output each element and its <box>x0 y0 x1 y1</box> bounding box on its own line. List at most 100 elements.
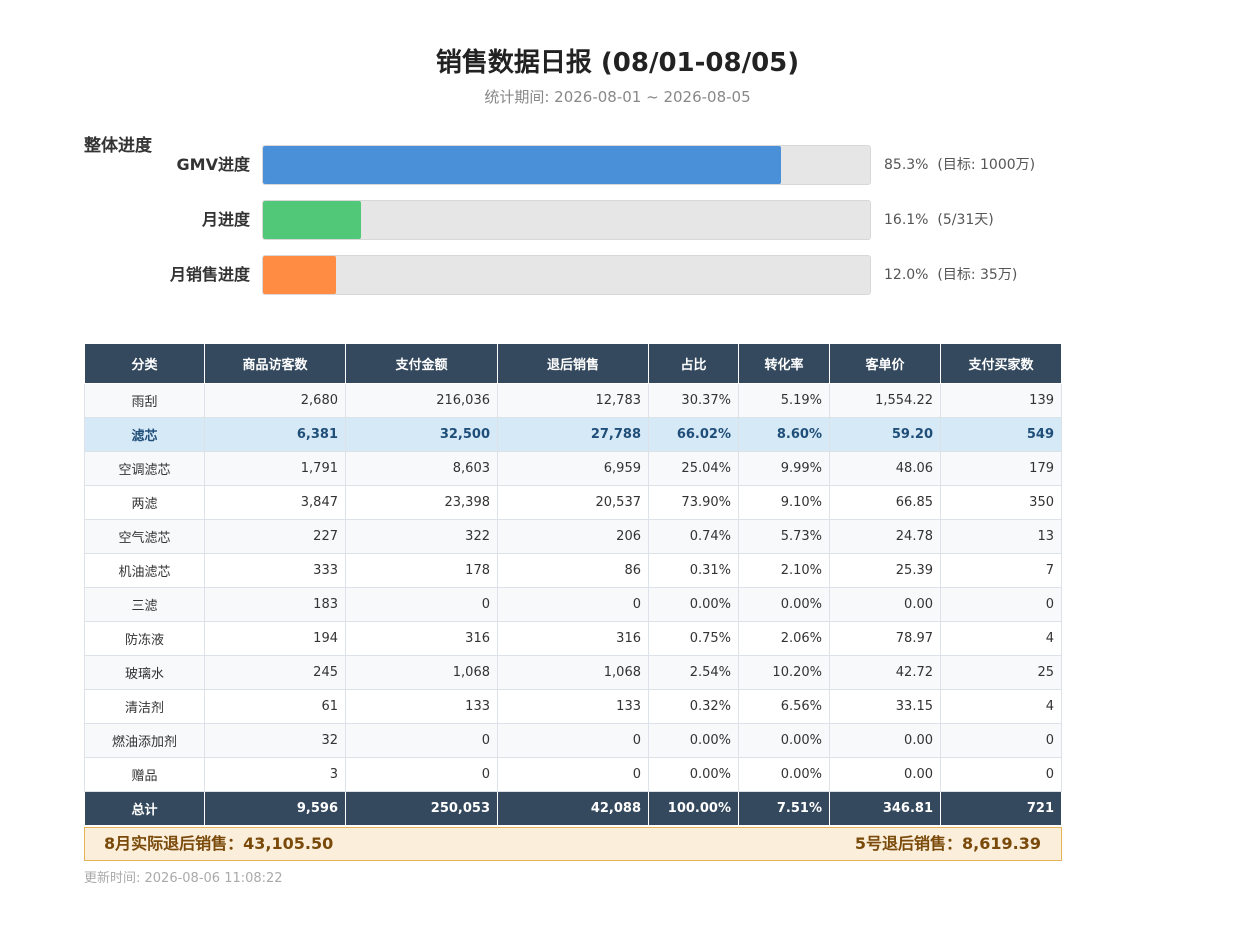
table-cell: 78.97 <box>829 621 941 656</box>
table-cell: 3 <box>204 757 346 792</box>
table-cell: 10.20% <box>738 655 830 690</box>
table-cell: 194 <box>204 621 346 656</box>
table-cell: 48.06 <box>829 451 941 486</box>
summary-right: 5号退后销售：8,619.39 <box>854 834 1041 853</box>
table-cell: 178 <box>345 553 498 588</box>
progress-note: (目标: 35万) <box>937 267 1018 283</box>
table-cell: 333 <box>204 553 346 588</box>
table-cell: 0.00% <box>648 757 739 792</box>
table-cell: 0 <box>345 723 498 758</box>
table-cell: 1,791 <box>204 451 346 486</box>
progress-text: 12.0% (目标: 35万) <box>884 255 1017 295</box>
table-cell: 206 <box>497 519 649 554</box>
total-cell: 7.51% <box>738 791 830 826</box>
table-cell: 25.04% <box>648 451 739 486</box>
column-header: 占比 <box>648 343 739 384</box>
progress-text: 16.1% (5/31天) <box>884 200 994 240</box>
total-cell: 9,596 <box>204 791 346 826</box>
table-cell: 空调滤芯 <box>84 451 205 486</box>
table-cell: 33.15 <box>829 689 941 724</box>
table-cell: 机油滤芯 <box>84 553 205 588</box>
table-cell: 雨刮 <box>84 383 205 418</box>
subtitle: 统计期间: 2026-08-01 ~ 2026-08-05 <box>484 88 751 106</box>
table-cell: 61 <box>204 689 346 724</box>
column-header: 客单价 <box>829 343 941 384</box>
table-cell: 12,783 <box>497 383 649 418</box>
table-cell: 8.60% <box>738 417 830 452</box>
table-cell: 0.32% <box>648 689 739 724</box>
table-cell: 42.72 <box>829 655 941 690</box>
progress-fill <box>263 146 781 184</box>
progress-value: 16.1% <box>884 212 929 228</box>
total-cell: 346.81 <box>829 791 941 826</box>
table-cell: 25.39 <box>829 553 941 588</box>
table-cell: 0.75% <box>648 621 739 656</box>
table-row: 赠品 3 0 0 0.00% 0.00% 0.00 0 <box>84 757 1062 792</box>
table-cell: 1,068 <box>345 655 498 690</box>
total-cell: 721 <box>940 791 1062 826</box>
progress-fill <box>263 201 361 239</box>
progress-value: 85.3% <box>884 157 929 173</box>
progress-fill <box>263 256 336 294</box>
table-cell: 0 <box>497 757 649 792</box>
progress-label: GMV进度 <box>176 155 250 174</box>
table-row: 雨刮 2,680 216,036 12,783 30.37% 5.19% 1,554.22 1… <box>84 383 1062 418</box>
table-cell: 8,603 <box>345 451 498 486</box>
table-cell: 183 <box>204 587 346 622</box>
table-cell: 27,788 <box>497 417 649 452</box>
table-cell: 2.54% <box>648 655 739 690</box>
updated-time: 更新时间: 2026-08-06 11:08:22 <box>84 871 283 886</box>
table-cell: 2.06% <box>738 621 830 656</box>
table-cell: 0.00 <box>829 757 941 792</box>
summary-left: 8月实际退后销售：43,105.50 <box>104 834 334 853</box>
summary-bar: 8月实际退后销售：43,105.50 5号退后销售：8,619.39 <box>84 827 1062 861</box>
table-cell: 5.73% <box>738 519 830 554</box>
table-cell: 66.85 <box>829 485 941 520</box>
table-cell: 0.00% <box>648 587 739 622</box>
table-cell: 0 <box>940 757 1062 792</box>
total-row: 总计 9,596 250,053 42,088 100.00% 7.51% 346.81 72… <box>84 791 1062 826</box>
table-row: 燃油添加剂 32 0 0 0.00% 0.00% 0.00 0 <box>84 723 1062 758</box>
column-header: 转化率 <box>738 343 830 384</box>
progress-value: 12.0% <box>884 267 929 283</box>
table-cell: 24.78 <box>829 519 941 554</box>
table-cell: 59.20 <box>829 417 941 452</box>
title: 销售数据日报 (08/01-08/05) <box>435 48 800 78</box>
table-cell: 133 <box>497 689 649 724</box>
table-cell: 139 <box>940 383 1062 418</box>
table-cell: 6,959 <box>497 451 649 486</box>
table-row: 两滤 3,847 23,398 20,537 73.90% 9.10% 66.85 350 <box>84 485 1062 520</box>
table-cell: 3,847 <box>204 485 346 520</box>
progress-title: 整体进度 <box>84 136 152 156</box>
column-header: 分类 <box>84 343 205 384</box>
progress-text: 85.3% (目标: 1000万) <box>884 145 1035 185</box>
table-cell: 6.56% <box>738 689 830 724</box>
table-cell: 2.10% <box>738 553 830 588</box>
table-cell: 玻璃水 <box>84 655 205 690</box>
table-cell: 两滤 <box>84 485 205 520</box>
table-cell: 23,398 <box>345 485 498 520</box>
table-cell: 0.00% <box>738 587 830 622</box>
table-cell: 清洁剂 <box>84 689 205 724</box>
table-cell: 32 <box>204 723 346 758</box>
table-cell: 216,036 <box>345 383 498 418</box>
column-header: 商品访客数 <box>204 343 346 384</box>
table-cell: 0 <box>345 757 498 792</box>
table-cell: 227 <box>204 519 346 554</box>
total-cell: 250,053 <box>345 791 498 826</box>
progress-note: (目标: 1000万) <box>937 157 1036 173</box>
table-row: 滤芯 6,381 32,500 27,788 66.02% 8.60% 59.20 549 <box>84 417 1062 452</box>
table-cell: 86 <box>497 553 649 588</box>
progress-note: (5/31天) <box>937 212 994 228</box>
table-cell: 0.00 <box>829 723 941 758</box>
table-cell: 316 <box>345 621 498 656</box>
table-cell: 9.99% <box>738 451 830 486</box>
table-cell: 空气滤芯 <box>84 519 205 554</box>
table-cell: 66.02% <box>648 417 739 452</box>
total-cell: 100.00% <box>648 791 739 826</box>
table-cell: 0.00 <box>829 587 941 622</box>
table-cell: 0 <box>497 587 649 622</box>
table-cell: 滤芯 <box>84 417 205 452</box>
table-row: 防冻液 194 316 316 0.75% 2.06% 78.97 4 <box>84 621 1062 656</box>
progress-track <box>262 255 871 295</box>
